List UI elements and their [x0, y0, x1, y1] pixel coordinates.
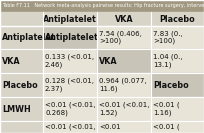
Bar [43, 49, 97, 73]
Text: <0.01 (
1.16): <0.01 ( 1.16) [153, 102, 180, 116]
Text: 0.964 (0.077,
11.6): 0.964 (0.077, 11.6) [99, 78, 147, 92]
Bar [0, 0, 204, 12]
Bar [0, 97, 43, 121]
Bar [0, 26, 43, 49]
Bar [151, 49, 204, 73]
Text: <0.01 (<0.01,
0.268): <0.01 (<0.01, 0.268) [45, 102, 95, 116]
Bar [151, 26, 204, 49]
Text: Placebo: Placebo [2, 80, 38, 90]
Bar [97, 12, 151, 26]
Bar [151, 97, 204, 121]
Bar [97, 73, 151, 97]
Bar [43, 12, 97, 26]
Text: <0.01: <0.01 [99, 124, 121, 130]
Bar [43, 121, 97, 133]
Text: 7.83 (0.,
>100): 7.83 (0., >100) [153, 30, 183, 45]
Bar [0, 73, 43, 97]
Bar [43, 26, 97, 49]
Text: Table F7.11   Network meta-analysis pairwise results: Hip fracture surgery, inte: Table F7.11 Network meta-analysis pairwi… [2, 3, 204, 9]
Text: 1.04 (0.,
13.1): 1.04 (0., 13.1) [153, 54, 183, 68]
Bar [0, 49, 43, 73]
Text: Antiplatelet: Antiplatelet [45, 33, 99, 42]
Bar [97, 26, 151, 49]
Text: <0.01 (: <0.01 ( [153, 124, 180, 130]
Text: VKA: VKA [2, 57, 21, 65]
Bar [0, 121, 43, 133]
Text: 0.128 (<0.01,
2.37): 0.128 (<0.01, 2.37) [45, 78, 94, 92]
Text: VKA: VKA [115, 14, 133, 24]
Bar [43, 73, 97, 97]
Bar [151, 121, 204, 133]
Text: Antiplatelet: Antiplatelet [43, 14, 97, 24]
Text: LMWH: LMWH [2, 105, 31, 113]
Text: 0.133 (<0.01,
2.46): 0.133 (<0.01, 2.46) [45, 54, 94, 68]
Bar [97, 121, 151, 133]
Bar [97, 49, 151, 73]
Text: VKA: VKA [99, 57, 118, 65]
Text: 7.54 (0.406,
>100): 7.54 (0.406, >100) [99, 30, 142, 45]
Bar [151, 73, 204, 97]
Text: Placebo: Placebo [160, 14, 195, 24]
Bar [0, 12, 43, 26]
Text: Placebo: Placebo [153, 80, 189, 90]
Bar [151, 12, 204, 26]
Bar [97, 97, 151, 121]
Text: <0.01 (<0.01,
1.52): <0.01 (<0.01, 1.52) [99, 102, 150, 116]
Text: <0.01 (<0.01,: <0.01 (<0.01, [45, 124, 95, 130]
Bar [43, 97, 97, 121]
Text: Antiplatelet: Antiplatelet [2, 33, 56, 42]
